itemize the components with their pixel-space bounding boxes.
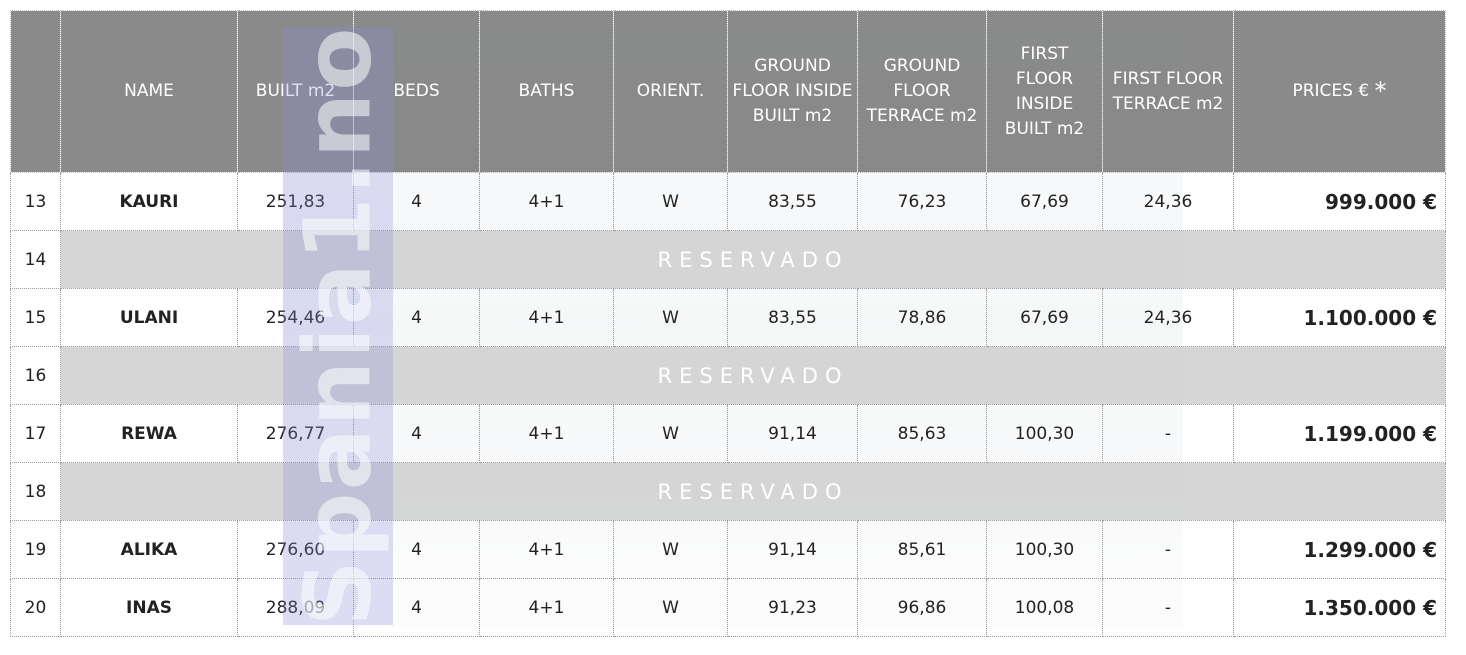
cell: 85,61 [857,520,987,579]
header-text: GROUND FLOOR TERRACE m2 [866,56,978,126]
header-cell: FIRST FLOOR INSIDE BUILT m2 [986,10,1103,173]
cell: 100,08 [986,578,1103,637]
header-text: BATHS [518,81,575,101]
unit-number: 16 [10,346,61,405]
price-table: NAME BUILT m2 BEDS BATHS ORIENT. GROUND FLOOR… [10,10,1446,637]
cell: 4+1 [479,520,614,579]
header-text: BEDS [393,81,440,101]
unit-row: 19 ALIKA 276,60 4 4+1 W 91,14 85,61 100,30-1.299… [10,520,1446,579]
header-text: NAME [124,81,174,101]
watermark: Spania1.no [284,27,392,625]
reserved-cell: RESERVADO [60,230,1446,289]
cell: 1.299.000 € [1233,520,1446,579]
cell: 4 [353,578,480,637]
cell: 76,23 [857,172,987,231]
cell: 4 [353,404,480,463]
cell: 100,30 [986,520,1103,579]
unit-number: 13 [10,172,61,231]
unit-row: 14 RESERVADO [10,230,1446,289]
cell: 91,23 [727,578,858,637]
cell: 83,55 [727,288,858,347]
unit-number: 15 [10,288,61,347]
cell: 1.100.000 € [1233,288,1446,347]
header-row: NAME BUILT m2 BEDS BATHS ORIENT. GROUND FLOOR… [10,10,1446,173]
header-cell: GROUND FLOOR TERRACE m2 [857,10,987,173]
watermark-band: Spania1.no [283,27,393,625]
cell: 1.350.000 € [1233,578,1446,637]
cell: 91,14 [727,404,858,463]
cell: W [613,172,728,231]
header-text: PRICES € [1292,81,1370,101]
cell: 91,14 [727,520,858,579]
unit-row: 17 REWA 276,77 4 4+1 W 91,14 85,63 100,30-1.199.… [10,404,1446,463]
cell: REWA [60,404,238,463]
cell: 254,46 [237,288,354,347]
unit-row: 20 INAS 288,09 4 4+1 W 91,23 96,86 100,08-1.350.… [10,578,1446,637]
header-cell: ORIENT. [613,10,728,173]
price-note: * [1374,77,1387,105]
cell: INAS [60,578,238,637]
cell: 67,69 [986,172,1103,231]
cell: - [1102,520,1234,579]
cell: 96,86 [857,578,987,637]
header-cell: BUILT m2 [237,10,354,173]
cell: - [1102,578,1234,637]
cell: 999.000 € [1233,172,1446,231]
reserved-cell: RESERVADO [60,346,1446,405]
cell: W [613,520,728,579]
cell: 4+1 [479,172,614,231]
unit-number: 20 [10,578,61,637]
unit-number: 18 [10,462,61,521]
header-cell: NAME [60,10,238,173]
unit-row: 18 RESERVADO [10,462,1446,521]
cell: 24,36 [1102,288,1234,347]
cell: 24,36 [1102,172,1234,231]
unit-number: 14 [10,230,61,289]
cell: 85,63 [857,404,987,463]
header-cell: BATHS [479,10,614,173]
cell: ALIKA [60,520,238,579]
reserved-cell: RESERVADO [60,462,1446,521]
header-text: FIRST FLOOR INSIDE BUILT m2 [1004,43,1085,139]
header-cell: PRICES € * [1233,10,1446,173]
cell: W [613,578,728,637]
cell: - [1102,404,1234,463]
cell: 4 [353,172,480,231]
cell: 78,86 [857,288,987,347]
cell: 4+1 [479,578,614,637]
unit-number: 17 [10,404,61,463]
cell: 4+1 [479,288,614,347]
unit-row: 16 RESERVADO [10,346,1446,405]
unit-number: 19 [10,520,61,579]
header-cell: FIRST FLOOR TERRACE m2 [1102,10,1234,173]
header-text: GROUND FLOOR INSIDE BUILT m2 [732,56,853,126]
header-cell [10,10,61,173]
header-text: FIRST FLOOR TERRACE m2 [1112,68,1224,114]
cell: 83,55 [727,172,858,231]
header-cell: BEDS [353,10,480,173]
header-text: ORIENT. [636,81,705,101]
cell: 67,69 [986,288,1103,347]
cell: 276,77 [237,404,354,463]
unit-row: 15 ULANI 254,46 4 4+1 W 83,55 78,86 67,69 24,36 1.… [10,288,1446,347]
cell: 288,09 [237,578,354,637]
unit-row: 13 KAURI 251,83 4 4+1 W 83,55 76,23 67,69 24,36 99… [10,172,1446,231]
cell: 1.199.000 € [1233,404,1446,463]
cell: 100,30 [986,404,1103,463]
cell: ULANI [60,288,238,347]
cell: W [613,288,728,347]
cell: KAURI [60,172,238,231]
cell: W [613,404,728,463]
cell: 4+1 [479,404,614,463]
header-text: BUILT m2 [255,81,336,101]
header-cell: GROUND FLOOR INSIDE BUILT m2 [727,10,858,173]
